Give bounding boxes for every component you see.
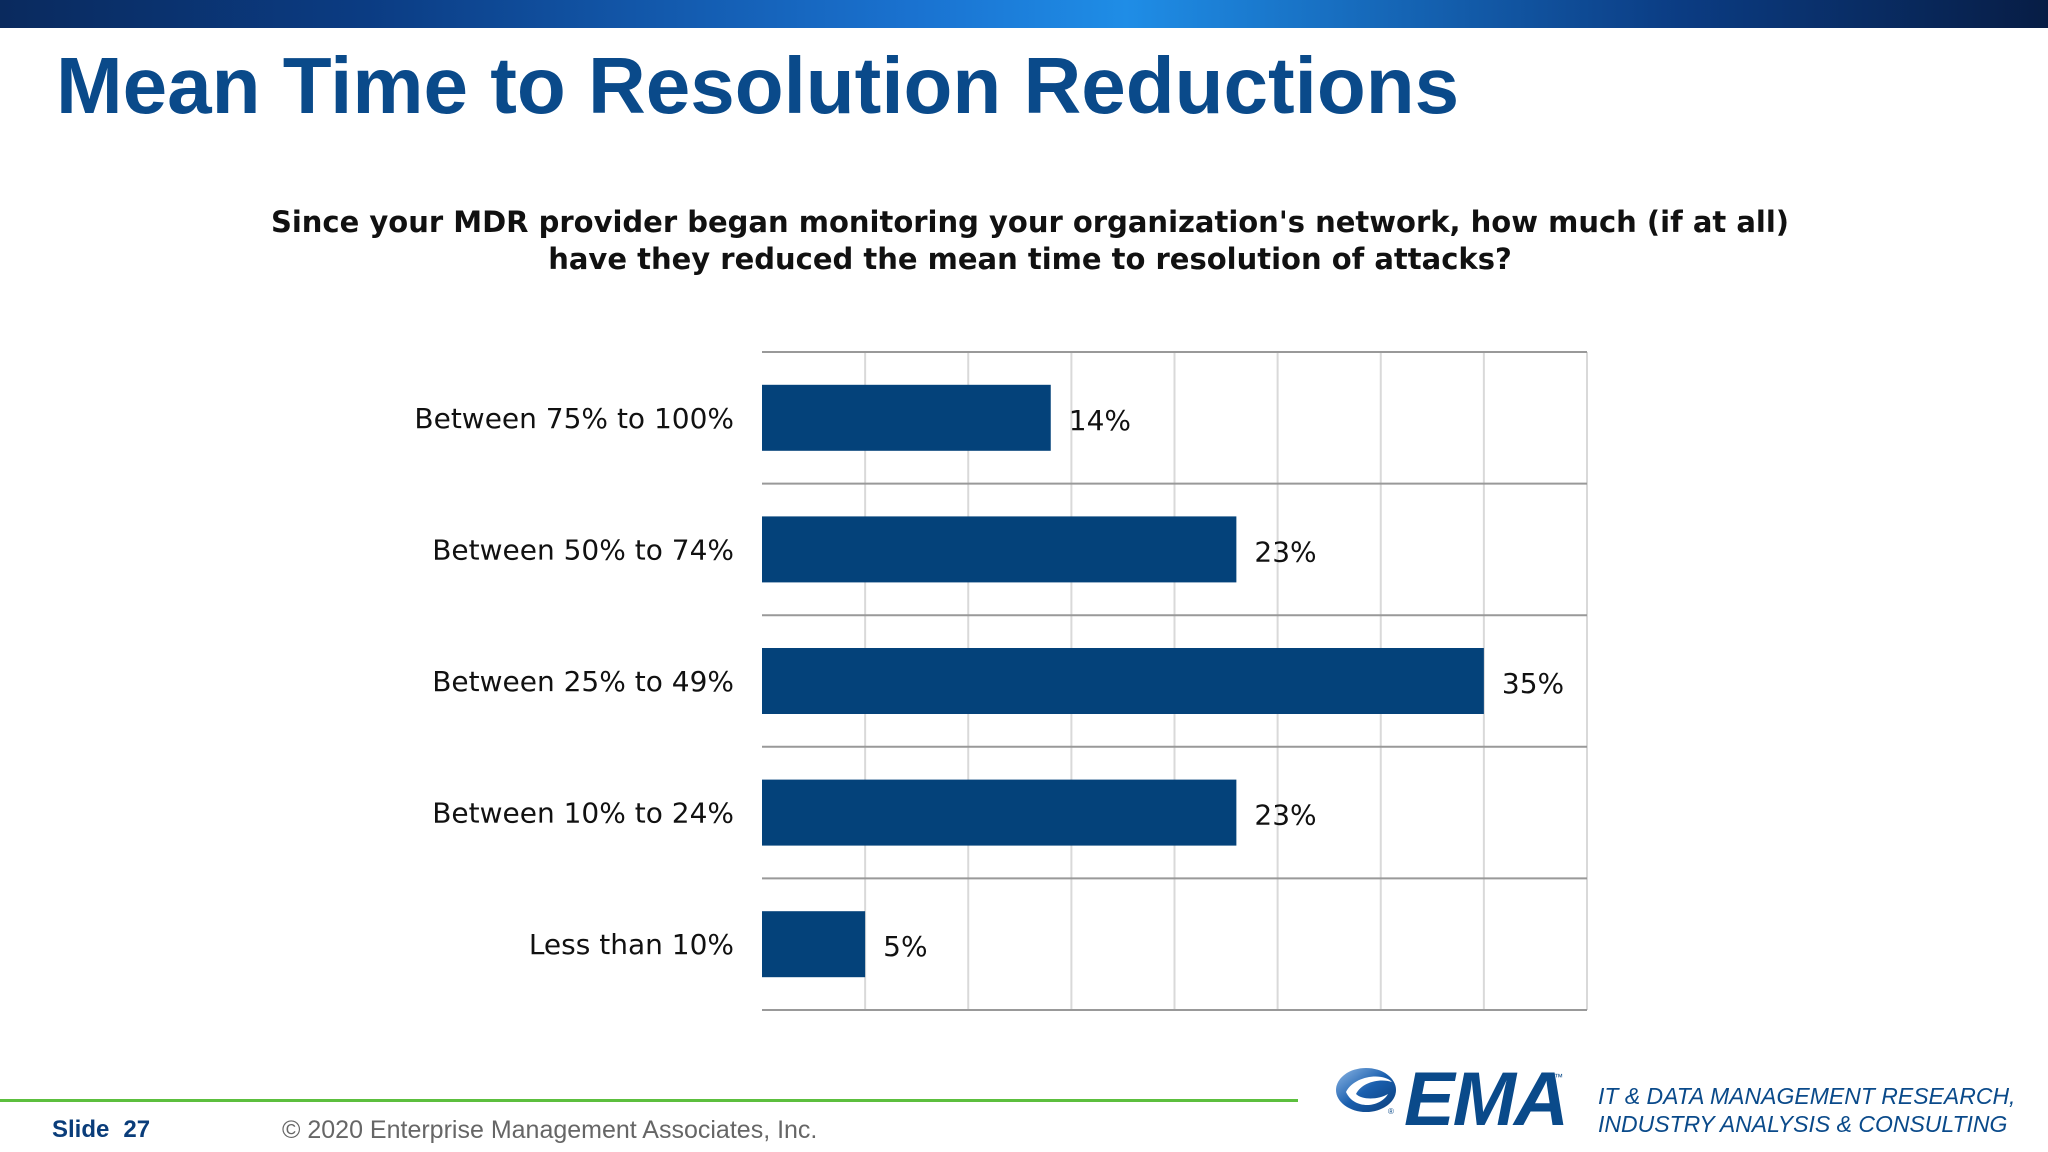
category-label: Less than 10% bbox=[529, 928, 734, 961]
bar bbox=[762, 516, 1237, 583]
category-label: Between 50% to 74% bbox=[432, 533, 734, 566]
ema-logo-tm: ™ bbox=[1554, 1072, 1563, 1082]
bar bbox=[762, 911, 866, 978]
svg-text:®: ® bbox=[1388, 1107, 1394, 1116]
slide-number: 27 bbox=[123, 1116, 151, 1143]
tagline-line-2: INDUSTRY ANALYSIS & CONSULTING bbox=[1598, 1111, 2008, 1137]
slide-title: Mean Time to Resolution Reductions bbox=[56, 41, 1460, 130]
data-label: 14% bbox=[1069, 404, 1131, 437]
top-accent-bar bbox=[0, 0, 2048, 28]
bar bbox=[762, 779, 1237, 846]
category-label: Between 25% to 49% bbox=[432, 665, 734, 698]
slide-label: Slide bbox=[52, 1116, 110, 1143]
category-label: Between 75% to 100% bbox=[414, 402, 734, 435]
company-tagline: IT & DATA MANAGEMENT RESEARCH, INDUSTRY … bbox=[1598, 1082, 2018, 1138]
slide-number-label: Slide 27 bbox=[52, 1114, 150, 1146]
ema-swoosh-icon: ® bbox=[1336, 1068, 1396, 1116]
data-label: 35% bbox=[1502, 667, 1564, 700]
bar bbox=[762, 384, 1051, 451]
data-label: 23% bbox=[1254, 799, 1316, 832]
footer-divider bbox=[0, 1099, 1298, 1102]
ema-logo: ® EMA ™ bbox=[1332, 1058, 1569, 1140]
category-label: Between 10% to 24% bbox=[432, 797, 734, 830]
survey-question: Since your MDR provider began monitoring… bbox=[270, 205, 1790, 276]
ema-logo-text: EMA bbox=[1404, 1057, 1569, 1142]
bar-chart: Between 75% to 100% 14% Between 50% to 74%… bbox=[414, 351, 1588, 1011]
data-label: 5% bbox=[883, 930, 927, 963]
tagline-line-1: IT & DATA MANAGEMENT RESEARCH, bbox=[1598, 1083, 2016, 1109]
copyright-notice: © 2020 Enterprise Management Associates,… bbox=[282, 1116, 818, 1144]
bar bbox=[762, 648, 1484, 714]
data-label: 23% bbox=[1254, 535, 1316, 568]
